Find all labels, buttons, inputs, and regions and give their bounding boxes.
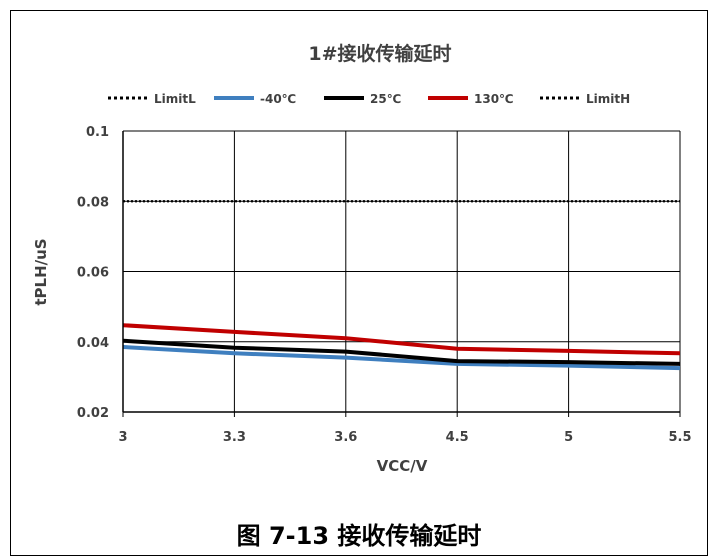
x-tick-label: 3 — [118, 430, 127, 445]
legend-label: LimitL — [154, 92, 196, 106]
y-axis-label: tPLH/uS — [32, 238, 50, 305]
series-line-130 — [122, 323, 681, 356]
gridlines — [123, 130, 681, 412]
x-axis-label: VCC/V — [377, 457, 428, 475]
legend-label: LimitH — [586, 92, 630, 106]
legend: LimitL -40℃ 25℃ 130℃ LimitH — [108, 92, 630, 106]
x-tick-label: 3.6 — [334, 430, 357, 445]
series-line-25 — [122, 338, 681, 366]
x-tick-label: 3.3 — [223, 430, 246, 445]
y-tick-label: 0.1 — [86, 125, 109, 140]
figure-caption: 图 7-13 接收传输延时 — [236, 522, 482, 550]
x-tick-label: 4.5 — [446, 430, 469, 445]
x-tick-label: 5.5 — [668, 430, 691, 445]
y-tick-label: 0.08 — [77, 195, 109, 210]
series-layer — [122, 200, 681, 371]
x-tick-labels: 3 3.3 3.6 4.5 5 5.5 — [118, 430, 691, 445]
legend-label: 130℃ — [474, 92, 514, 106]
chart-title: 1#接收传输延时 — [308, 42, 451, 65]
legend-label: -40℃ — [260, 92, 296, 106]
series-line-40 — [122, 345, 681, 371]
y-tick-label: 0.06 — [77, 266, 109, 281]
legend-label: 25℃ — [370, 92, 401, 106]
y-tick-label: 0.04 — [77, 336, 109, 351]
figure-frame — [10, 10, 708, 556]
y-tick-label: 0.02 — [77, 406, 109, 421]
line-chart: 1#接收传输延时 LimitL -40℃ 25℃ 130℃ LimitH 0.020.0… — [32, 42, 692, 475]
y-tick-labels: 0.02 0.04 0.06 0.08 0.1 — [77, 125, 109, 421]
x-tick-label: 5 — [564, 430, 573, 445]
axes — [122, 131, 681, 417]
